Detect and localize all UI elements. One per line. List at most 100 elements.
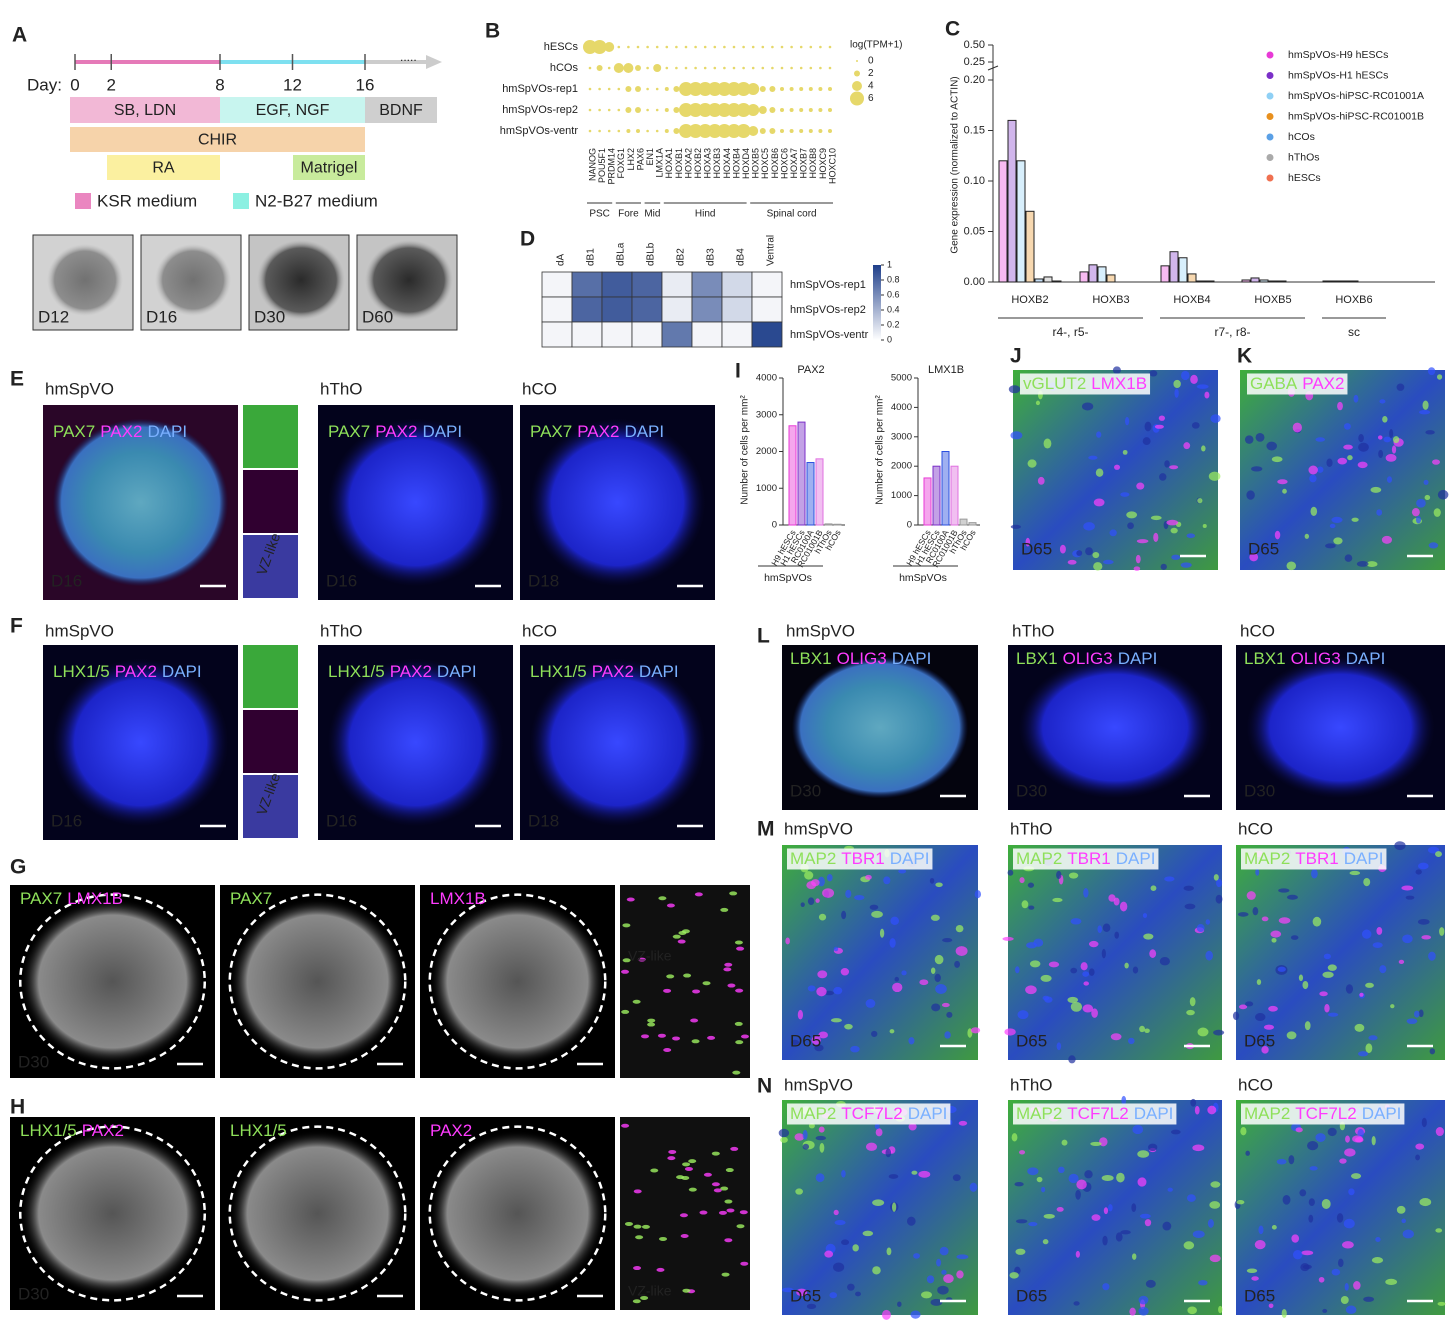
cell [1216,878,1223,888]
cell [833,1209,839,1216]
cell [1124,962,1129,969]
cell [941,1269,947,1275]
cell [1343,423,1351,430]
dot [780,108,784,112]
panel-letter: A [12,24,27,47]
cell [1432,459,1441,465]
panel-letter: H [10,1096,25,1119]
cell [723,967,732,972]
cell [1416,498,1426,508]
dot [673,107,680,113]
bar [1349,280,1359,283]
day-label: D16 [51,571,82,590]
cell [1246,490,1255,500]
legend-label: hmSpVOs-H9 hESCs [1288,49,1388,61]
cell [1205,950,1213,961]
dot [732,66,736,70]
cell [1349,870,1361,876]
cell [1154,424,1164,429]
bar [1187,273,1197,283]
panel-letter: I [735,360,741,383]
legend-dot [856,60,858,62]
cell [1240,1127,1247,1136]
cell [1325,543,1336,549]
panel-title: hCO [1238,1075,1273,1094]
dot [771,66,774,70]
cell [1043,1213,1055,1219]
cell [913,1253,920,1259]
cell [1029,960,1041,968]
cell [930,1298,943,1306]
cell [1133,566,1141,571]
cell [622,958,631,963]
cell [1081,402,1094,411]
cell [1244,435,1254,444]
cell [1322,971,1334,978]
dot [732,45,736,49]
cell [1417,862,1429,870]
cell [841,910,847,920]
cell [944,1031,951,1039]
legend-label: hmSpVOs-H1 hESCs [1288,69,1388,81]
label-box [787,1103,951,1125]
cell [1174,388,1179,398]
cell [865,874,872,880]
legend-marker [1266,154,1274,161]
dot [727,124,741,138]
organoid [429,898,606,1065]
dot [808,87,813,91]
dot [828,45,832,49]
panel-title: hThO [320,379,363,398]
stain: LBX1 [1244,649,1286,668]
stain: LMX1B [67,889,123,908]
column-label: HOXA7 [789,148,799,179]
cell [1056,1207,1064,1212]
cell [1266,441,1277,451]
panel-title: hmSpVO [784,1075,853,1094]
legend-label: 2 [868,68,874,79]
stain: DAPI [1346,649,1386,668]
bar [1178,257,1188,283]
cell [1263,1024,1275,1030]
column-label: dBLa [616,242,627,266]
label-box [787,848,933,870]
cell [1095,468,1104,477]
cell [1329,523,1336,529]
cell [1076,1179,1087,1190]
cell [1379,965,1387,974]
heat-cell [661,271,693,298]
panel-title: hThO [1010,819,1053,838]
day-label: D16 [326,811,357,830]
dot [761,45,765,49]
cell [1126,511,1138,519]
cell [1255,1013,1266,1022]
cell [1120,1230,1131,1235]
cell [718,1210,727,1215]
stain: PAX2 [592,662,634,681]
cell [1366,561,1378,568]
cell [1286,561,1297,571]
heat-cell [751,296,783,323]
heat-cell [571,296,603,323]
cell [729,891,738,896]
cell [911,1170,918,1175]
cell [1091,1214,1101,1221]
cell [1052,897,1063,903]
cell [1010,431,1023,440]
micrograph [1234,1100,1446,1318]
heat-cell [721,271,753,298]
cell [1040,974,1052,982]
cell [1268,1005,1278,1012]
dot [617,87,621,91]
cell [871,1030,878,1037]
stain-label: PAX2 [430,1121,472,1140]
legend-marker [1266,72,1274,79]
dot [799,129,804,133]
cell [621,969,630,974]
cell [1115,1232,1123,1242]
cell [711,1182,720,1187]
cell [1019,1150,1026,1155]
cell [1354,1023,1365,1032]
cell [1402,934,1413,944]
stain: DAPI [892,649,932,668]
